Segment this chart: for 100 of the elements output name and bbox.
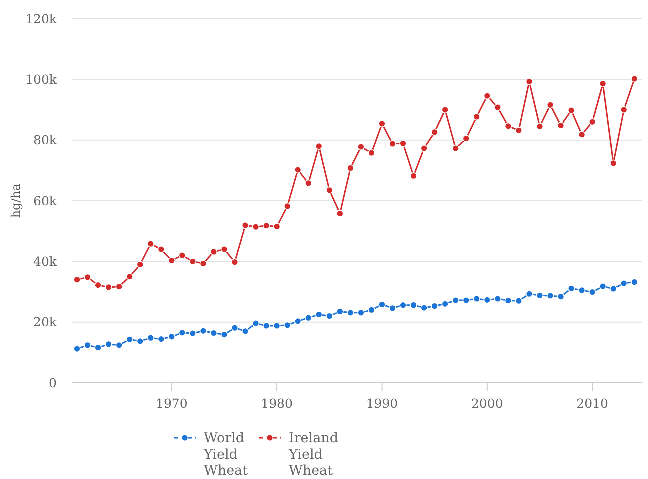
point — [74, 345, 81, 353]
point — [431, 302, 438, 310]
x-tick-label: 1970 — [156, 396, 188, 411]
point — [305, 314, 312, 322]
point — [484, 296, 492, 304]
point — [631, 278, 638, 286]
point — [599, 282, 607, 290]
point — [526, 78, 534, 86]
point — [220, 331, 228, 338]
point — [557, 122, 565, 130]
point — [94, 282, 102, 289]
point — [620, 106, 628, 114]
point — [358, 143, 365, 151]
point — [368, 149, 376, 157]
point — [389, 304, 396, 312]
y-tick-label: 20k — [34, 314, 58, 330]
point — [84, 342, 92, 349]
point — [262, 322, 270, 330]
point — [105, 340, 112, 348]
point — [378, 301, 386, 308]
point — [168, 333, 176, 340]
y-tick-label: 120k — [26, 11, 58, 26]
point — [284, 202, 292, 210]
point — [178, 329, 186, 337]
point — [294, 318, 302, 326]
point — [494, 295, 502, 303]
point — [546, 292, 554, 300]
point — [126, 273, 134, 280]
point — [546, 102, 554, 109]
point — [473, 295, 480, 303]
y-tick-label: 100k — [26, 72, 58, 88]
point — [494, 104, 502, 112]
point — [515, 298, 523, 305]
point — [588, 288, 596, 296]
x-tick-label: 1990 — [366, 396, 398, 411]
point — [368, 306, 376, 314]
point — [378, 120, 386, 128]
point — [442, 300, 449, 308]
point — [431, 128, 438, 136]
point — [273, 322, 281, 330]
point — [578, 286, 586, 294]
point — [347, 309, 354, 317]
point — [147, 334, 154, 342]
point — [147, 240, 154, 248]
point — [515, 127, 523, 134]
point — [273, 223, 281, 230]
point — [568, 285, 576, 292]
point — [336, 308, 344, 316]
point — [294, 166, 302, 174]
point — [189, 330, 197, 338]
y-tick-label: 40k — [34, 254, 58, 270]
point — [599, 80, 607, 88]
x-tick-label: 1980 — [261, 396, 294, 411]
point — [452, 144, 460, 152]
point — [252, 223, 260, 231]
point — [588, 118, 596, 126]
point — [126, 336, 134, 344]
x-tick-label: 2010 — [576, 396, 609, 411]
point — [262, 222, 270, 230]
point — [242, 328, 250, 336]
point — [504, 122, 512, 130]
point — [200, 260, 208, 268]
point — [358, 309, 365, 317]
point — [536, 123, 544, 130]
point — [504, 297, 512, 304]
point — [526, 290, 534, 298]
point — [452, 296, 460, 304]
point — [400, 302, 407, 309]
point — [326, 312, 334, 320]
point — [74, 276, 81, 284]
point — [400, 140, 407, 148]
point — [168, 257, 176, 264]
point — [336, 210, 344, 218]
point — [316, 142, 323, 150]
point — [189, 258, 197, 266]
point — [631, 75, 638, 83]
point — [116, 342, 123, 349]
point — [420, 144, 428, 152]
point — [410, 172, 418, 180]
legend-label: Ireland Yield Wheat — [288, 430, 339, 479]
point — [347, 164, 354, 172]
point — [116, 283, 123, 290]
point — [442, 106, 449, 114]
point — [136, 338, 144, 346]
point — [136, 261, 144, 268]
point — [158, 336, 165, 343]
point — [410, 302, 418, 309]
point — [473, 113, 480, 121]
point — [242, 222, 250, 230]
y-tick-label: 80k — [34, 132, 58, 148]
legend-label: World Yield Wheat — [203, 430, 249, 479]
point — [105, 284, 112, 292]
point — [568, 107, 576, 114]
point — [484, 92, 492, 100]
point — [231, 324, 239, 332]
point — [158, 246, 165, 254]
point — [420, 304, 428, 312]
y-tick-label: 0 — [49, 375, 58, 390]
point — [326, 186, 334, 194]
y-axis-title: hg/ha — [9, 184, 23, 218]
